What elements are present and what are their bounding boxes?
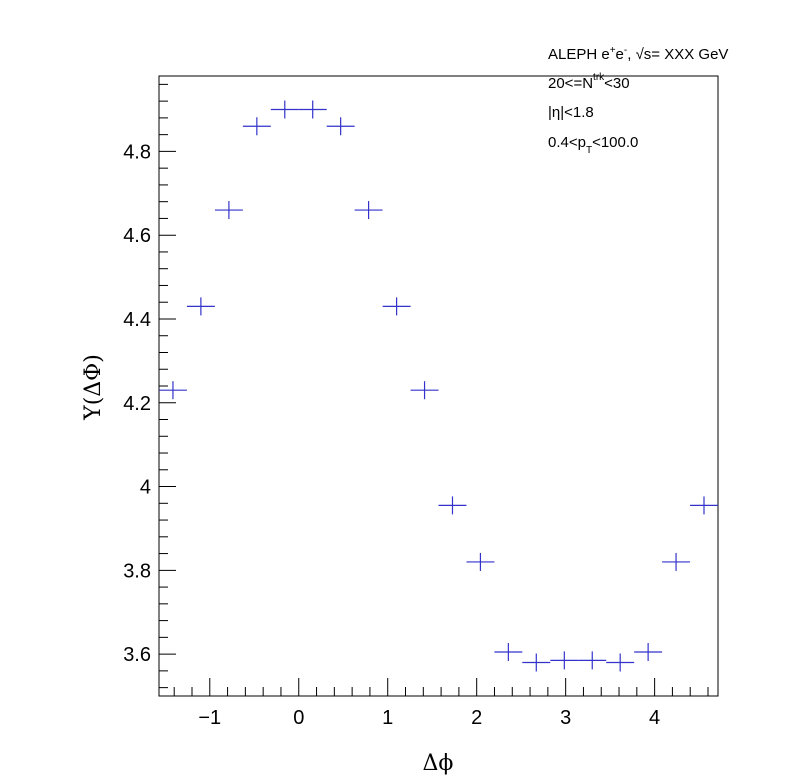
- y-tick-label: 3.6: [123, 644, 151, 666]
- y-axis-title: Y(ΔΦ): [81, 354, 106, 421]
- x-tick-label: 1: [382, 707, 393, 729]
- annotation-block: ALEPH e+e-, √s= XXX GeV 20<=Ntrk<30 |η|<…: [548, 45, 728, 156]
- y-tick-label: 4.6: [123, 225, 151, 247]
- data-points: [159, 100, 718, 672]
- data-point: [690, 496, 718, 515]
- data-point: [606, 653, 635, 672]
- y-tick-label: 4: [140, 477, 151, 499]
- data-point: [214, 201, 243, 220]
- x-tick-label: 0: [293, 707, 304, 729]
- data-point: [410, 381, 439, 400]
- y-tick-label: 3.8: [123, 560, 151, 582]
- x-tick-labels: −1 0 1 2 3 4: [198, 707, 660, 729]
- data-point: [382, 297, 411, 316]
- annotation-line-4: 0.4<pT<100.0: [548, 134, 638, 156]
- data-point: [494, 643, 523, 662]
- data-point: [578, 651, 607, 670]
- data-point: [159, 381, 187, 400]
- data-point: [522, 653, 551, 672]
- data-point: [354, 201, 383, 220]
- data-point: [634, 643, 663, 662]
- plot-frame: [158, 75, 719, 697]
- x-axis-title: Δϕ: [423, 751, 454, 775]
- data-point: [662, 552, 691, 571]
- annotation-line-3: |η|<1.8: [548, 104, 594, 121]
- data-point: [466, 552, 495, 571]
- data-point: [186, 297, 215, 316]
- y-tick-label: 4.8: [123, 141, 151, 163]
- data-point: [438, 496, 467, 515]
- data-point: [326, 117, 355, 136]
- data-point: [270, 100, 299, 119]
- x-tick-label: 4: [649, 707, 660, 729]
- x-tick-label: 2: [471, 707, 482, 729]
- data-point: [550, 651, 579, 670]
- annotation-line-1: ALEPH e+e-, √s= XXX GeV: [548, 45, 728, 63]
- annotation-line-2: 20<=Ntrk<30: [548, 72, 630, 92]
- x-tick-label: 3: [560, 707, 571, 729]
- x-tick-label: −1: [198, 707, 221, 729]
- y-tick-label: 4.2: [123, 393, 151, 415]
- y-tick-label: 4.4: [123, 309, 151, 331]
- axis-ticks: [159, 83, 709, 696]
- data-point: [242, 117, 271, 136]
- data-point: [298, 100, 327, 119]
- y-tick-labels: 3.6 3.8 4 4.2 4.4 4.6 4.8: [123, 141, 151, 666]
